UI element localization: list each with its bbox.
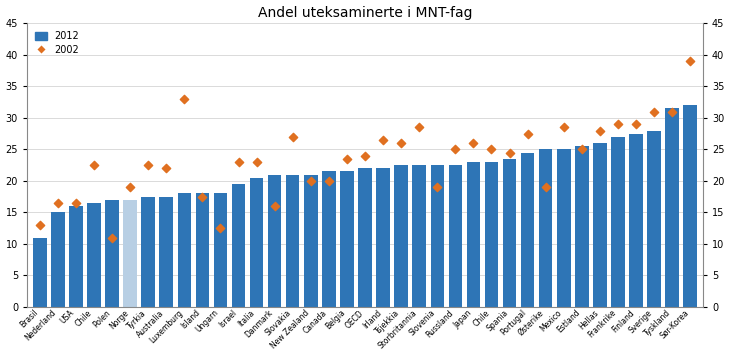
Bar — [177, 193, 191, 307]
Bar — [521, 153, 534, 307]
Bar — [304, 174, 318, 307]
Bar — [683, 105, 697, 307]
Point — [377, 137, 389, 143]
Bar — [142, 197, 155, 307]
Point — [522, 131, 534, 136]
Bar — [196, 193, 209, 307]
Bar — [466, 162, 480, 307]
Bar — [611, 137, 625, 307]
Bar — [286, 174, 299, 307]
Bar — [666, 109, 679, 307]
Point — [630, 121, 642, 127]
Title: Andel uteksaminerte i MNT-fag: Andel uteksaminerte i MNT-fag — [258, 6, 472, 20]
Point — [178, 96, 190, 102]
Point — [540, 184, 552, 190]
Bar — [539, 150, 553, 307]
Point — [413, 125, 425, 130]
Bar — [575, 146, 588, 307]
Bar — [358, 168, 372, 307]
Bar — [431, 165, 444, 307]
Point — [666, 109, 678, 115]
Bar — [51, 213, 64, 307]
Bar — [448, 165, 462, 307]
Bar — [394, 165, 408, 307]
Legend: 2012, 2002: 2012, 2002 — [32, 28, 82, 58]
Bar — [322, 172, 336, 307]
Point — [558, 125, 569, 130]
Bar — [159, 197, 173, 307]
Point — [34, 222, 45, 228]
Point — [161, 166, 172, 171]
Point — [233, 159, 245, 165]
Bar — [648, 131, 661, 307]
Point — [594, 128, 606, 134]
Bar — [250, 178, 264, 307]
Point — [341, 156, 353, 162]
Bar — [214, 193, 227, 307]
Bar — [105, 200, 119, 307]
Bar — [485, 162, 499, 307]
Point — [124, 184, 136, 190]
Point — [215, 225, 226, 231]
Bar — [557, 150, 571, 307]
Bar — [340, 172, 354, 307]
Point — [106, 235, 118, 240]
Point — [88, 162, 100, 168]
Point — [576, 147, 588, 152]
Point — [70, 200, 82, 206]
Point — [142, 162, 154, 168]
Bar — [593, 143, 607, 307]
Point — [431, 184, 443, 190]
Point — [468, 140, 480, 146]
Point — [396, 140, 407, 146]
Bar — [33, 237, 47, 307]
Point — [359, 153, 371, 158]
Point — [612, 121, 624, 127]
Bar — [268, 174, 282, 307]
Bar — [123, 200, 137, 307]
Point — [504, 150, 515, 156]
Point — [450, 147, 461, 152]
Bar — [231, 184, 245, 307]
Point — [648, 109, 660, 115]
Bar — [376, 168, 390, 307]
Point — [323, 178, 334, 184]
Point — [52, 200, 64, 206]
Bar — [69, 206, 82, 307]
Point — [287, 134, 299, 140]
Point — [196, 194, 208, 199]
Bar — [503, 159, 516, 307]
Point — [305, 178, 317, 184]
Bar — [87, 203, 101, 307]
Point — [269, 203, 280, 209]
Bar — [412, 165, 426, 307]
Point — [685, 58, 696, 64]
Point — [250, 159, 262, 165]
Bar — [629, 134, 643, 307]
Point — [485, 147, 497, 152]
